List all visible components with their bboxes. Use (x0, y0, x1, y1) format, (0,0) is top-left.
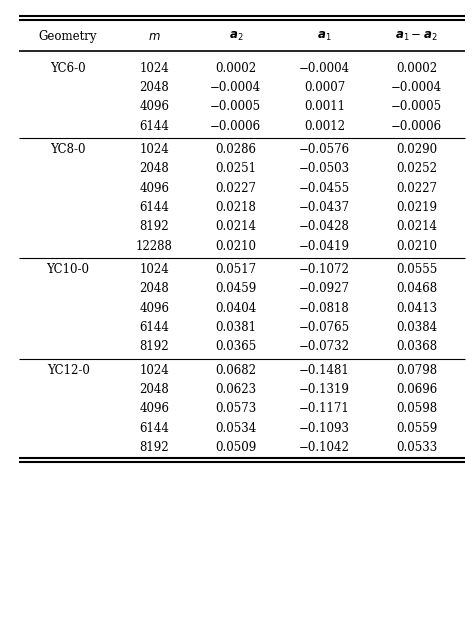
Text: 2048: 2048 (139, 163, 169, 175)
Text: 0.0214: 0.0214 (396, 220, 437, 233)
Text: 0.0459: 0.0459 (215, 283, 256, 295)
Text: −0.1319: −0.1319 (299, 383, 350, 396)
Text: −0.0927: −0.0927 (299, 283, 350, 295)
Text: 0.0798: 0.0798 (396, 364, 437, 377)
Text: 0.0214: 0.0214 (215, 220, 256, 233)
Text: 0.0219: 0.0219 (396, 201, 437, 214)
Text: −0.0005: −0.0005 (210, 100, 261, 113)
Text: 2048: 2048 (139, 383, 169, 396)
Text: −0.0006: −0.0006 (391, 120, 442, 133)
Text: 0.0251: 0.0251 (215, 163, 256, 175)
Text: 0.0002: 0.0002 (396, 62, 437, 74)
Text: 2048: 2048 (139, 81, 169, 94)
Text: 0.0381: 0.0381 (215, 321, 256, 334)
Text: −0.0503: −0.0503 (299, 163, 350, 175)
Text: 8192: 8192 (139, 340, 169, 353)
Text: 1024: 1024 (139, 62, 169, 74)
Text: $\boldsymbol{a}_2$: $\boldsymbol{a}_2$ (228, 30, 243, 43)
Text: −0.0004: −0.0004 (210, 81, 261, 94)
Text: −0.1481: −0.1481 (299, 364, 350, 377)
Text: −0.0437: −0.0437 (299, 201, 350, 214)
Text: 0.0002: 0.0002 (215, 62, 256, 74)
Text: 0.0252: 0.0252 (396, 163, 437, 175)
Text: −0.0428: −0.0428 (299, 220, 350, 233)
Text: 4096: 4096 (139, 403, 169, 415)
Text: $\boldsymbol{a}_1-\boldsymbol{a}_2$: $\boldsymbol{a}_1-\boldsymbol{a}_2$ (395, 30, 438, 43)
Text: 0.0517: 0.0517 (215, 263, 256, 276)
Text: 0.0696: 0.0696 (396, 383, 437, 396)
Text: 6144: 6144 (139, 120, 169, 133)
Text: 0.0210: 0.0210 (215, 240, 256, 253)
Text: $\boldsymbol{a}_1$: $\boldsymbol{a}_1$ (317, 30, 332, 43)
Text: 0.0404: 0.0404 (215, 302, 256, 314)
Text: YC10-0: YC10-0 (46, 263, 90, 276)
Text: 0.0227: 0.0227 (396, 182, 437, 194)
Text: 0.0559: 0.0559 (396, 422, 437, 434)
Text: 0.0011: 0.0011 (304, 100, 345, 113)
Text: 2048: 2048 (139, 283, 169, 295)
Text: 1024: 1024 (139, 143, 169, 156)
Text: 0.0598: 0.0598 (396, 403, 437, 415)
Text: 0.0286: 0.0286 (215, 143, 256, 156)
Text: −0.1171: −0.1171 (299, 403, 350, 415)
Text: 0.0007: 0.0007 (304, 81, 345, 94)
Text: −0.0765: −0.0765 (299, 321, 350, 334)
Text: 0.0555: 0.0555 (396, 263, 437, 276)
Text: 0.0365: 0.0365 (215, 340, 256, 353)
Text: YC12-0: YC12-0 (46, 364, 90, 377)
Text: 0.0218: 0.0218 (215, 201, 256, 214)
Text: 6144: 6144 (139, 321, 169, 334)
Text: 0.0682: 0.0682 (215, 364, 256, 377)
Text: YC6-0: YC6-0 (50, 62, 86, 74)
Text: 0.0368: 0.0368 (396, 340, 437, 353)
Text: 4096: 4096 (139, 182, 169, 194)
Text: Geometry: Geometry (39, 30, 97, 43)
Text: −0.0818: −0.0818 (299, 302, 350, 314)
Text: −0.0004: −0.0004 (299, 62, 350, 74)
Text: 0.0413: 0.0413 (396, 302, 437, 314)
Text: −0.0006: −0.0006 (210, 120, 261, 133)
Text: −0.0005: −0.0005 (391, 100, 442, 113)
Text: 8192: 8192 (139, 220, 169, 233)
Text: 1024: 1024 (139, 263, 169, 276)
Text: 8192: 8192 (139, 441, 169, 454)
Text: 6144: 6144 (139, 201, 169, 214)
Text: −0.0576: −0.0576 (299, 143, 350, 156)
Text: −0.1042: −0.1042 (299, 441, 350, 454)
Text: 0.0623: 0.0623 (215, 383, 256, 396)
Text: 0.0533: 0.0533 (396, 441, 437, 454)
Text: 0.0210: 0.0210 (396, 240, 437, 253)
Text: 0.0573: 0.0573 (215, 403, 256, 415)
Text: 0.0227: 0.0227 (215, 182, 256, 194)
Text: 0.0012: 0.0012 (304, 120, 345, 133)
Text: −0.0455: −0.0455 (299, 182, 350, 194)
Text: −0.1093: −0.1093 (299, 422, 350, 434)
Text: −0.0419: −0.0419 (299, 240, 350, 253)
Text: −0.1072: −0.1072 (299, 263, 350, 276)
Text: 0.0468: 0.0468 (396, 283, 437, 295)
Text: $m$: $m$ (148, 30, 161, 43)
Text: YC8-0: YC8-0 (50, 143, 86, 156)
Text: 0.0534: 0.0534 (215, 422, 256, 434)
Text: 4096: 4096 (139, 302, 169, 314)
Text: 0.0509: 0.0509 (215, 441, 256, 454)
Text: 6144: 6144 (139, 422, 169, 434)
Text: 0.0384: 0.0384 (396, 321, 437, 334)
Text: 0.0290: 0.0290 (396, 143, 437, 156)
Text: 1024: 1024 (139, 364, 169, 377)
Text: 12288: 12288 (136, 240, 173, 253)
Text: −0.0732: −0.0732 (299, 340, 350, 353)
Text: 4096: 4096 (139, 100, 169, 113)
Text: −0.0004: −0.0004 (391, 81, 442, 94)
